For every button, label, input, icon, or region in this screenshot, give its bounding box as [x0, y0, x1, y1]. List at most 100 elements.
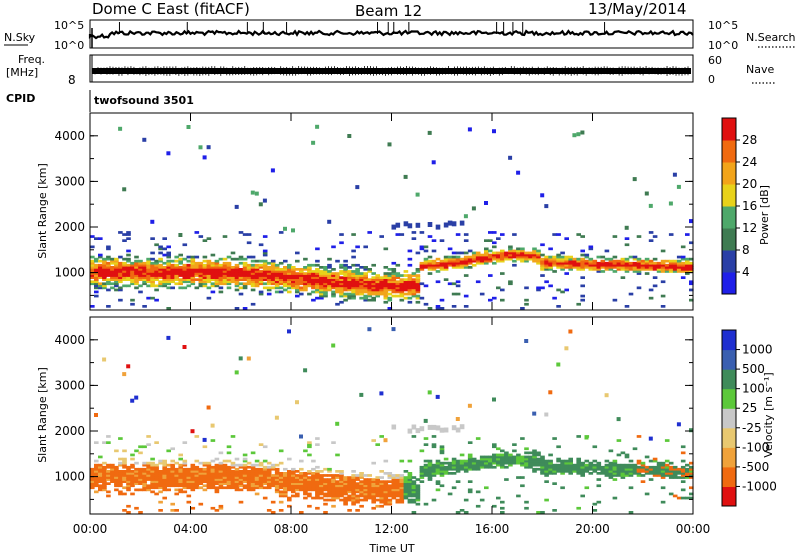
heat-cell [532, 467, 537, 471]
heat-cell [150, 282, 155, 286]
heat-cell [548, 470, 553, 473]
heat-cell [564, 463, 569, 467]
heat-cell [311, 284, 316, 288]
heat-cell [311, 286, 316, 290]
heat-cell [391, 286, 397, 290]
heat-cell [319, 266, 324, 269]
heat-cell [640, 470, 646, 473]
heat-cell [262, 472, 268, 475]
heat-cell [512, 251, 517, 255]
heat-cell [246, 263, 252, 267]
heat-cell [283, 276, 288, 279]
heat-cell [102, 259, 107, 263]
heat-cell [202, 474, 208, 477]
heat-cell [488, 459, 493, 463]
heat-cell [194, 274, 200, 277]
heat-cell [190, 282, 196, 286]
heat-cell [375, 498, 380, 502]
heat-cell [287, 472, 292, 475]
heat-cell [367, 327, 372, 332]
heat-cell [102, 270, 107, 273]
heat-cell [415, 282, 421, 286]
heat-cell [379, 284, 384, 288]
heat-cell [202, 484, 208, 488]
heat-cell [391, 424, 397, 430]
heat-cell [218, 504, 224, 508]
heat-cell [568, 266, 573, 269]
heat-cell [652, 261, 658, 265]
heat-cell [431, 261, 437, 265]
heat-cell [142, 476, 147, 479]
heat-cell [343, 480, 348, 483]
heat-cell [299, 459, 304, 463]
heat-cell [680, 488, 686, 492]
heat-cell [274, 415, 279, 420]
heat-cell [291, 482, 296, 485]
heat-cell [198, 476, 204, 479]
heat-cell [154, 463, 159, 467]
heat-cell [552, 257, 557, 261]
heat-cell [640, 467, 646, 471]
heat-cell [238, 255, 244, 259]
heat-cell [303, 272, 308, 275]
heat-cell [580, 263, 585, 267]
heat-cell [250, 270, 256, 273]
heat-cell [576, 257, 581, 261]
heat-cell [206, 280, 212, 284]
heat-cell [323, 486, 328, 490]
heat-cell [150, 474, 155, 477]
heat-cell [234, 484, 240, 488]
heat-cell [391, 294, 397, 298]
heat-cell [106, 470, 111, 473]
heat-cell [391, 327, 396, 332]
heat-cell [592, 509, 598, 512]
heat-cell [359, 492, 364, 496]
heat-cell [592, 445, 598, 449]
heat-cell [118, 261, 123, 265]
heat-cell [660, 266, 666, 269]
heat-cell [323, 270, 328, 273]
heat-cell [258, 478, 264, 481]
heat-cell [387, 280, 393, 284]
heat-cell [222, 478, 228, 481]
heat-cell [266, 261, 272, 265]
heat-cell [391, 474, 397, 477]
heat-cell [126, 237, 131, 240]
heat-cell [540, 274, 545, 277]
heat-cell [122, 474, 127, 477]
heat-cell [198, 472, 204, 475]
heat-cell [162, 486, 167, 490]
heat-cell [427, 222, 433, 227]
heat-cell [399, 286, 405, 290]
heat-cell [492, 457, 497, 461]
heat-cell [166, 482, 171, 485]
heat-cell [492, 251, 497, 255]
heat-cell [94, 441, 99, 444]
heat-cell [592, 266, 598, 269]
heat-cell [359, 290, 364, 294]
heat-cell [624, 270, 630, 273]
heat-cell [359, 474, 364, 477]
heat-cell [552, 467, 557, 471]
heat-cell [479, 459, 485, 463]
heat-cell [588, 472, 594, 475]
heat-cell [202, 272, 208, 275]
heat-cell [162, 272, 167, 275]
heat-cell [98, 237, 103, 240]
heat-cell [278, 461, 284, 465]
heat-cell [178, 453, 183, 457]
heat-cell [307, 492, 312, 496]
heat-cell [447, 461, 453, 465]
heat-cell [556, 465, 561, 469]
heat-cell [359, 292, 364, 296]
heat-cell [475, 437, 481, 440]
heat-cell [307, 263, 312, 267]
heat-cell [664, 467, 670, 471]
heat-cell [520, 463, 525, 467]
heat-cell [262, 272, 268, 275]
heat-cell [222, 282, 228, 286]
heat-cell [142, 270, 147, 273]
heat-cell [363, 494, 368, 498]
heat-cell [206, 272, 212, 275]
heat-cell [391, 484, 397, 488]
